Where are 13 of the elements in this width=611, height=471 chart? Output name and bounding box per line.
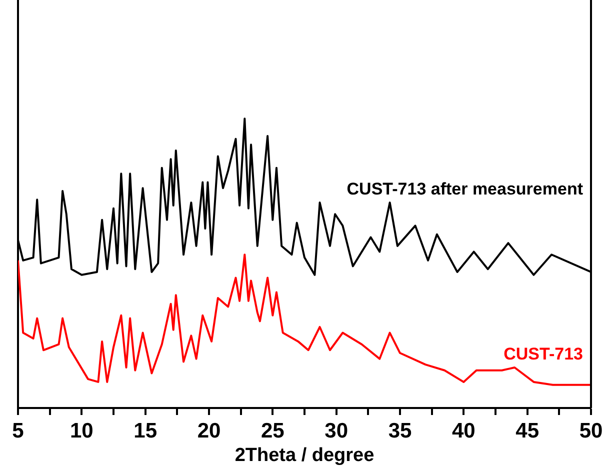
x-tick-label: 15 bbox=[134, 419, 158, 442]
x-axis-title: 2Theta / degree bbox=[234, 444, 374, 466]
series-label: CUST-713 bbox=[504, 344, 583, 364]
x-tick-label: 20 bbox=[197, 419, 221, 442]
x-tick-label: 50 bbox=[579, 419, 603, 442]
x-tick-label: 35 bbox=[388, 419, 412, 442]
x-tick-label: 5 bbox=[12, 419, 24, 442]
series-label: CUST-713 after measurement bbox=[346, 180, 584, 199]
x-tick-label: 45 bbox=[516, 419, 540, 442]
x-tick-label: 10 bbox=[70, 419, 94, 442]
x-tick-label: 40 bbox=[452, 419, 476, 442]
x-tick-label: 25 bbox=[260, 419, 285, 442]
x-tick-label: 30 bbox=[324, 419, 348, 442]
